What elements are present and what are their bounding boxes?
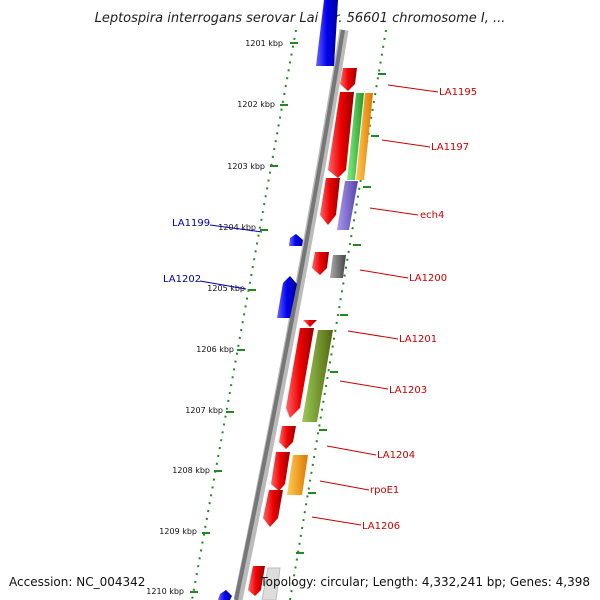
gene-arrow-LA1200-neighbor[interactable] bbox=[312, 252, 329, 275]
scale-label: 1201 kbp bbox=[245, 39, 283, 48]
leader-line bbox=[387, 84, 439, 93]
leader-line bbox=[359, 269, 409, 279]
gene-box-green[interactable] bbox=[347, 93, 364, 180]
gene-label-LA1204[interactable]: LA1204 bbox=[377, 450, 415, 461]
gene-label-LA1202[interactable]: LA1202 bbox=[163, 274, 201, 285]
scale-label: 1209 kbp bbox=[159, 527, 197, 536]
gene-label-LA1203[interactable]: LA1203 bbox=[389, 385, 427, 396]
gene-arrow-LA1201[interactable] bbox=[303, 320, 317, 327]
gene-arrow-LA1206[interactable] bbox=[263, 490, 283, 527]
leader-lines-blue bbox=[199, 224, 263, 290]
chromosome-backbone bbox=[234, 29, 345, 600]
gene-label-rpoE1[interactable]: rpoE1 bbox=[370, 485, 399, 496]
scale-label: 1204 kbp bbox=[218, 223, 256, 232]
gene-arrow-red[interactable] bbox=[248, 566, 265, 596]
gene-arrow-blue[interactable] bbox=[316, 0, 338, 66]
scale-label: 1205 kbp bbox=[207, 284, 245, 293]
scale-ticks bbox=[190, 42, 386, 593]
leader-line bbox=[347, 330, 399, 340]
leader-line bbox=[311, 516, 362, 526]
gene-label-ech4[interactable]: ech4 bbox=[420, 210, 444, 221]
leader-line bbox=[369, 207, 419, 216]
scale-dotted-line bbox=[191, 29, 297, 600]
gene-arrow-blue[interactable] bbox=[218, 590, 232, 600]
gene-arrow-LA1203-neighbor[interactable] bbox=[286, 328, 314, 418]
gene-label-LA1197[interactable]: LA1197 bbox=[431, 142, 469, 153]
track-dotted-line bbox=[289, 29, 387, 600]
gene-arrow-LA1199[interactable] bbox=[289, 234, 303, 246]
gene-box-orange[interactable] bbox=[356, 93, 373, 180]
leader-line bbox=[339, 380, 389, 390]
gene-arrow-LA1197[interactable] bbox=[328, 92, 354, 178]
gene-arrow-LA1202[interactable] bbox=[277, 276, 297, 318]
leader-line bbox=[326, 445, 377, 456]
gene-arrow-LA1204[interactable] bbox=[279, 426, 296, 449]
gene-label-LA1195[interactable]: LA1195 bbox=[439, 87, 477, 98]
scale-label: 1207 kbp bbox=[185, 406, 223, 415]
gene-label-LA1201[interactable]: LA1201 bbox=[399, 334, 437, 345]
leader-line bbox=[209, 224, 263, 233]
genome-summary-text: Topology: circular; Length: 4,332,241 bp… bbox=[259, 575, 590, 589]
scale-label: 1206 kbp bbox=[196, 345, 234, 354]
scale-label: 1202 kbp bbox=[237, 100, 275, 109]
gene-label-LA1200[interactable]: LA1200 bbox=[409, 273, 447, 284]
map-title: Leptospira interrogans serovar Lai str. … bbox=[95, 11, 506, 26]
gene-arrow-ech4-neighbor[interactable] bbox=[320, 178, 340, 225]
gene-label-LA1199[interactable]: LA1199 bbox=[172, 218, 210, 229]
leader-line bbox=[199, 280, 247, 290]
gene-box-LA1200[interactable] bbox=[330, 255, 346, 278]
scale-label: 1208 kbp bbox=[172, 466, 210, 475]
gene-box-ech4[interactable] bbox=[337, 181, 358, 230]
leader-line bbox=[319, 480, 370, 491]
scale-label: 1210 kbp bbox=[146, 587, 184, 596]
gene-arrow-rpoE1-neighbor[interactable] bbox=[271, 452, 290, 491]
gene-box-gray[interactable] bbox=[261, 567, 281, 600]
gene-arrow-LA1195[interactable] bbox=[340, 68, 357, 91]
leader-lines bbox=[311, 84, 439, 526]
leader-line bbox=[381, 139, 431, 148]
gene-label-LA1206[interactable]: LA1206 bbox=[362, 521, 400, 532]
scale-label: 1203 kbp bbox=[227, 162, 265, 171]
gene-box-rpoE1[interactable] bbox=[287, 455, 308, 495]
gene-box-LA1203[interactable] bbox=[302, 330, 333, 422]
accession-text: Accession: NC_004342 bbox=[9, 575, 145, 589]
